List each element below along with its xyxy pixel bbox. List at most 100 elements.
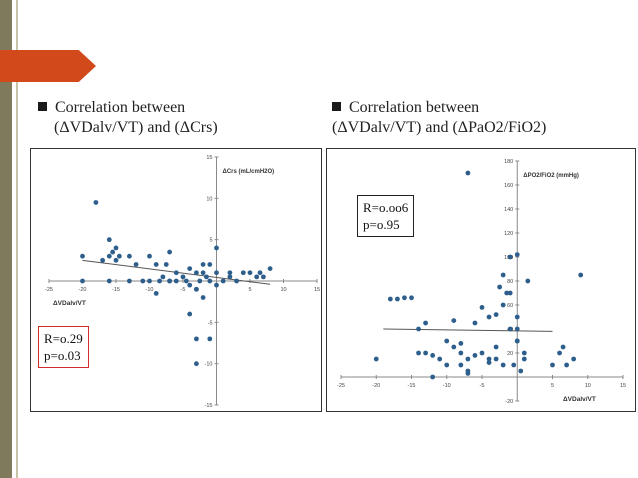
y-tick-label: 10	[206, 196, 212, 202]
right-r-value: R=o.oo6	[363, 200, 409, 215]
right-scatter-plot: -25-20-15-10-551015180160140120100806040…	[337, 159, 626, 405]
y-tick-label: -5	[208, 320, 213, 326]
data-point	[423, 350, 428, 356]
left-stats-box: R=o.29 p=o.03	[38, 326, 89, 368]
data-point	[173, 270, 179, 276]
data-point	[187, 311, 193, 317]
data-point	[194, 286, 199, 292]
y-tick-label: 120	[504, 231, 513, 237]
data-point	[214, 282, 219, 288]
data-point	[493, 356, 499, 362]
data-point	[240, 270, 246, 276]
data-point	[437, 356, 443, 362]
y-axis-label: ΔPO2/FiO2 (mmHg)	[523, 173, 579, 179]
data-point	[106, 237, 112, 243]
data-point	[497, 284, 503, 290]
x-tick-label: 15	[314, 287, 320, 293]
data-point	[80, 253, 85, 259]
x-tick-label: -5	[181, 287, 186, 293]
x-tick-label: 5	[248, 287, 251, 293]
data-point	[214, 245, 219, 251]
data-point	[451, 318, 457, 323]
y-tick-label: -15	[205, 403, 213, 409]
data-point	[227, 270, 233, 276]
right-heading: Correlation between (ΔVDalv/VT) and (ΔPa…	[332, 98, 546, 138]
data-point	[504, 290, 510, 296]
data-point	[479, 350, 485, 356]
data-point	[207, 278, 213, 284]
data-point	[416, 350, 421, 356]
data-point	[110, 249, 116, 255]
x-tick-label: 15	[620, 383, 626, 389]
data-point	[133, 262, 139, 267]
x-tick-label: -5	[480, 383, 485, 389]
data-point	[507, 254, 513, 260]
data-point	[486, 356, 492, 362]
y-tick-label: -20	[505, 399, 513, 405]
left-scatter-plot: -25 -20 -15 -10 -5 5 10 15 15 10 5 -5 -10 -15 ΔCrs (mL…	[45, 155, 320, 409]
y-tick-label: 60	[507, 303, 513, 309]
data-point	[200, 295, 206, 300]
data-point	[507, 326, 513, 332]
x-tick-label: -25	[45, 287, 53, 293]
right-heading-line1: Correlation between	[349, 99, 480, 116]
data-point	[458, 350, 464, 356]
data-point	[167, 249, 173, 255]
data-point	[521, 356, 527, 362]
slide-side-bar	[0, 0, 12, 478]
data-point	[500, 302, 506, 308]
data-point	[80, 278, 85, 284]
data-point	[571, 356, 577, 362]
data-point	[500, 362, 506, 368]
data-point	[194, 361, 199, 367]
data-point	[479, 305, 485, 310]
data-point	[214, 270, 219, 276]
y-tick-label: 80	[507, 279, 513, 285]
data-point	[500, 272, 506, 278]
data-point	[493, 312, 499, 317]
data-point	[227, 274, 233, 280]
y-tick-label: -10	[205, 362, 213, 368]
bullet-square-icon	[332, 102, 341, 111]
y-tick-label: 160	[504, 183, 513, 189]
data-point	[564, 362, 569, 368]
data-point	[511, 362, 517, 368]
data-point	[180, 274, 186, 280]
data-point	[514, 314, 520, 320]
x-tick-label: -25	[337, 383, 345, 389]
data-point	[578, 272, 584, 278]
data-point	[550, 362, 555, 368]
x-axis-label: ΔVDalv/VT	[563, 396, 596, 403]
data-point	[200, 262, 206, 267]
data-point	[93, 200, 99, 205]
data-point	[514, 326, 520, 332]
x-tick-label: -15	[408, 383, 416, 389]
left-heading: Correlation between (ΔVDalv/VT) and (ΔCr…	[38, 98, 218, 138]
x-tick-label: 10	[585, 383, 591, 389]
data-point	[106, 278, 112, 284]
data-point	[267, 266, 273, 271]
data-point	[160, 274, 166, 280]
data-point	[194, 270, 199, 276]
data-point	[423, 320, 428, 326]
data-point	[507, 290, 513, 296]
data-point	[486, 360, 492, 365]
data-point	[207, 262, 213, 267]
x-axis-label: ΔVDalv/VT	[53, 300, 86, 307]
data-point	[518, 368, 524, 374]
data-point	[261, 274, 266, 280]
data-point	[430, 374, 436, 380]
data-point	[486, 314, 492, 320]
data-point	[153, 262, 159, 267]
data-point	[127, 278, 132, 284]
slide-side-line	[16, 0, 18, 478]
x-tick-label: -10	[443, 383, 451, 389]
data-point	[444, 362, 450, 368]
x-tick-label: -15	[112, 287, 120, 293]
data-point	[521, 350, 527, 356]
data-point	[257, 270, 263, 276]
bullet-square-icon	[38, 102, 47, 111]
data-point	[373, 356, 379, 362]
data-point	[465, 170, 471, 176]
left-heading-line2: (ΔVDalv/VT) and (ΔCrs)	[54, 119, 218, 136]
